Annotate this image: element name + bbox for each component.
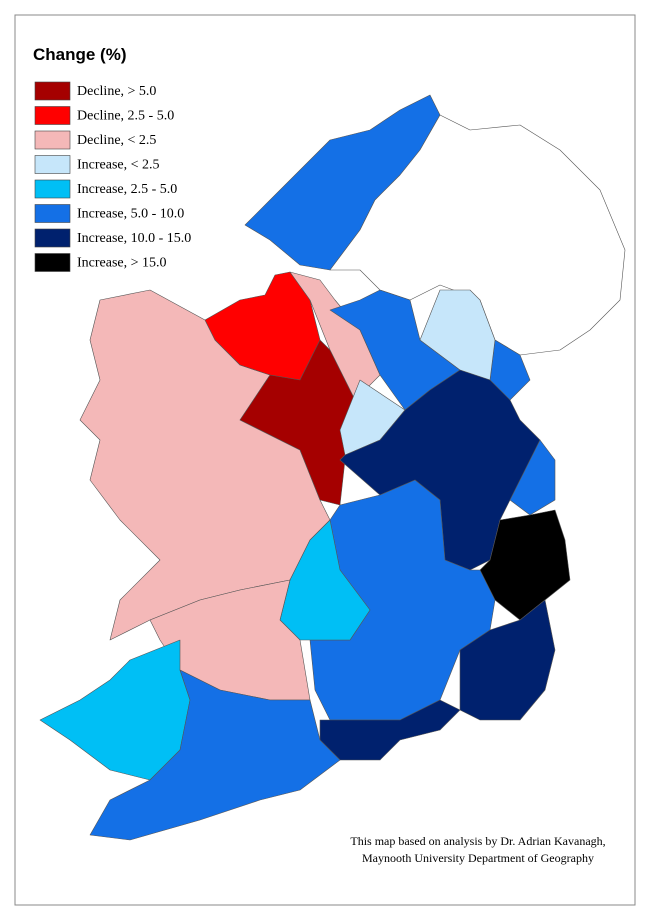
legend-label: Increase, 10.0 - 15.0 [77, 231, 191, 246]
legend-swatch [34, 253, 71, 272]
legend-swatch [34, 155, 71, 174]
legend-label: Increase, < 2.5 [77, 158, 160, 173]
credit: Maynooth University Department of Geogra… [362, 851, 594, 865]
legend-label: Decline, > 5.0 [77, 84, 156, 99]
legend-swatch [34, 179, 71, 199]
region [204, 271, 321, 381]
region [459, 599, 556, 721]
legend-swatch [34, 204, 71, 223]
legend-title: Change (%) [33, 45, 127, 64]
legend-label: Increase, 5.0 - 10.0 [77, 207, 184, 222]
region [509, 439, 556, 516]
legend: Decline, > 5.0 Decline, 2.5 - 5.0 Decline,… [34, 81, 191, 272]
legend-label: Decline, 2.5 - 5.0 [77, 109, 174, 124]
map [39, 94, 626, 841]
region [279, 519, 371, 641]
legend-label: Increase, > 15.0 [77, 256, 167, 271]
legend-swatch [34, 106, 71, 125]
legend-label: Increase, 2.5 - 5.0 [77, 182, 177, 197]
region [89, 669, 341, 841]
legend-label: Decline, < 2.5 [77, 133, 156, 148]
legend-swatch [34, 130, 71, 150]
credit: This map based on analysis by Dr. Adrian… [350, 834, 605, 848]
legend-swatch [34, 81, 71, 101]
region [329, 289, 531, 411]
legend-swatch [34, 228, 71, 248]
